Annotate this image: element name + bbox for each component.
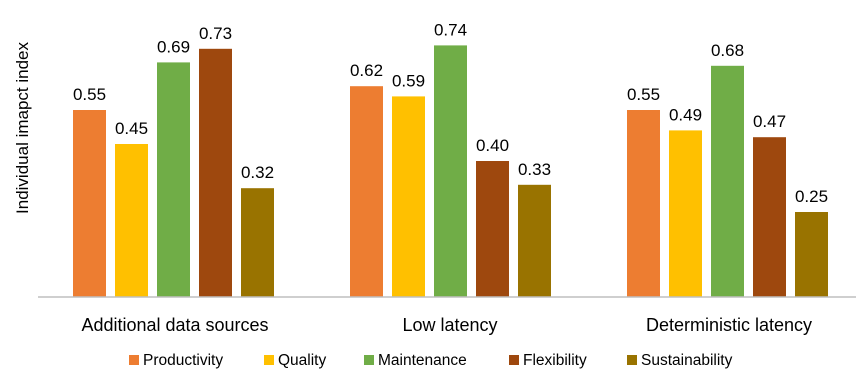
category-labels-layer: Additional data sources Low latency Determ…: [81, 315, 812, 335]
category-label-2: Low latency: [402, 315, 497, 335]
bar-quality-3: [669, 130, 702, 297]
data-label-flexibility-1: 0.73: [199, 24, 232, 43]
bar-flexibility-2: [476, 161, 509, 297]
data-label-flexibility-2: 0.40: [476, 136, 509, 155]
data-label-sustainability-2: 0.33: [518, 160, 551, 179]
data-label-productivity-3: 0.55: [627, 85, 660, 104]
bar-quality-1: [115, 144, 148, 297]
bar-sustainability-3: [795, 212, 828, 297]
data-labels-layer: 0.55 0.45 0.69 0.73 0.32 0.62 0.59 0.74 0.40 0.33…: [73, 20, 828, 206]
data-label-maintenance-2: 0.74: [434, 20, 467, 39]
data-label-productivity-1: 0.55: [73, 85, 106, 104]
category-label-3: Deterministic latency: [646, 315, 812, 335]
data-label-productivity-2: 0.62: [350, 61, 383, 80]
data-label-flexibility-3: 0.47: [753, 112, 786, 131]
legend-swatch-productivity: [129, 355, 139, 365]
data-label-sustainability-3: 0.25: [795, 187, 828, 206]
legend-label-quality: Quality: [278, 352, 326, 369]
y-axis-title: Individual imapct index: [13, 42, 32, 214]
data-label-quality-3: 0.49: [669, 105, 702, 124]
data-label-maintenance-3: 0.68: [711, 41, 744, 60]
data-label-quality-2: 0.59: [392, 71, 425, 90]
legend-swatch-sustainability: [627, 355, 637, 365]
bars-layer: [73, 45, 828, 298]
legend-label-maintenance: Maintenance: [378, 352, 467, 369]
legend-label-sustainability: Sustainability: [641, 352, 733, 369]
legend-label-flexibility: Flexibility: [523, 352, 587, 369]
bar-productivity-3: [627, 110, 660, 297]
data-label-quality-1: 0.45: [115, 119, 148, 138]
legend: Productivity Quality Maintenance Flexibilit…: [129, 352, 733, 369]
bar-sustainability-2: [518, 184, 551, 297]
bar-maintenance-3: [711, 65, 744, 297]
data-label-sustainability-1: 0.32: [241, 163, 274, 182]
bar-flexibility-1: [199, 48, 232, 297]
bar-productivity-1: [73, 110, 106, 297]
bar-quality-2: [392, 96, 425, 298]
bar-flexibility-3: [753, 137, 786, 297]
legend-label-productivity: Productivity: [143, 352, 223, 369]
data-label-maintenance-1: 0.69: [157, 37, 190, 56]
category-label-1: Additional data sources: [81, 315, 268, 335]
bar-maintenance-2: [434, 45, 467, 298]
bar-productivity-2: [350, 86, 383, 297]
bar-sustainability-1: [241, 188, 274, 297]
bar-maintenance-1: [157, 62, 190, 298]
legend-swatch-maintenance: [364, 355, 374, 365]
legend-swatch-quality: [264, 355, 274, 365]
legend-swatch-flexibility: [509, 355, 519, 365]
